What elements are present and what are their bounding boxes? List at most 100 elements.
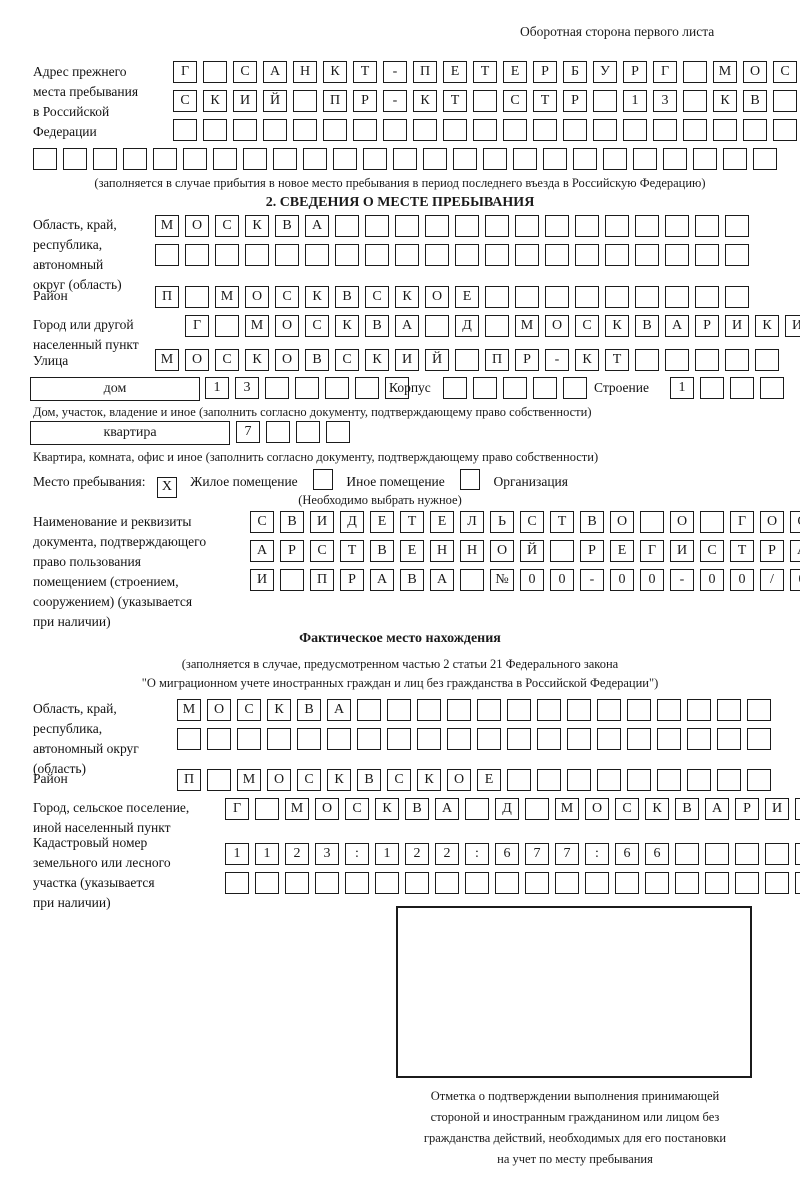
prev-address-cell[interactable]: [173, 119, 197, 141]
s2-district-cell[interactable]: С: [275, 286, 299, 308]
al-district-cell[interactable]: [507, 769, 531, 791]
s2-street-cell[interactable]: В: [305, 349, 329, 371]
doc-cell[interactable]: 0: [790, 569, 800, 591]
s2-street-cell[interactable]: Й: [425, 349, 449, 371]
al-region-cell[interactable]: [687, 699, 711, 721]
s2-district-cell[interactable]: [725, 286, 749, 308]
prev-address-cell[interactable]: [543, 148, 567, 170]
s2-region-cell[interactable]: [695, 244, 719, 266]
doc-cell[interactable]: Р: [580, 540, 604, 562]
al-region-cell[interactable]: [627, 699, 651, 721]
house-cell[interactable]: [265, 377, 289, 399]
prev-address-cell[interactable]: [683, 90, 707, 112]
s2-district-cell[interactable]: [695, 286, 719, 308]
prev-address-cell[interactable]: [383, 119, 407, 141]
al-district-cell[interactable]: С: [387, 769, 411, 791]
s2-region-cell[interactable]: [665, 244, 689, 266]
s2-region-cell[interactable]: [245, 244, 269, 266]
s2-region-cell[interactable]: [515, 215, 539, 237]
al-city-cell[interactable]: М: [555, 798, 579, 820]
al-district-cell[interactable]: О: [267, 769, 291, 791]
house-cell[interactable]: [295, 377, 319, 399]
al-district-cell[interactable]: С: [297, 769, 321, 791]
s2-city-cell[interactable]: Д: [455, 315, 479, 337]
doc-cell[interactable]: Р: [760, 540, 784, 562]
prev-address-cell[interactable]: 3: [653, 90, 677, 112]
al-region-cell[interactable]: [597, 728, 621, 750]
al-cadastral-cell[interactable]: :: [585, 843, 609, 865]
al-region-cell[interactable]: [297, 728, 321, 750]
prev-address-cell[interactable]: Т: [443, 90, 467, 112]
prev-address-cell[interactable]: -: [383, 90, 407, 112]
prev-address-cell[interactable]: [303, 148, 327, 170]
prev-address-cell[interactable]: К: [323, 61, 347, 83]
al-cadastral-cell[interactable]: 7: [555, 843, 579, 865]
prev-address-cell[interactable]: [533, 119, 557, 141]
s2-region-cell[interactable]: [485, 244, 509, 266]
doc-cell[interactable]: 0: [730, 569, 754, 591]
house-cell[interactable]: [385, 377, 409, 399]
s2-region-cell[interactable]: [185, 244, 209, 266]
s2-city-cell[interactable]: К: [755, 315, 779, 337]
al-district-cell[interactable]: К: [327, 769, 351, 791]
al-cadastral-cell[interactable]: [585, 872, 609, 894]
al-cadastral-cell[interactable]: 3: [315, 843, 339, 865]
s2-region-cell[interactable]: [515, 244, 539, 266]
prev-address-cell[interactable]: В: [743, 90, 767, 112]
prev-address-cell[interactable]: [203, 61, 227, 83]
prev-address-cell[interactable]: [713, 119, 737, 141]
doc-cell[interactable]: В: [370, 540, 394, 562]
s2-region-cell[interactable]: К: [245, 215, 269, 237]
doc-cell[interactable]: Е: [400, 540, 424, 562]
al-city-cell[interactable]: С: [345, 798, 369, 820]
al-cadastral-cell[interactable]: 2: [435, 843, 459, 865]
al-cadastral-cell[interactable]: 7: [525, 843, 549, 865]
s2-city-cell[interactable]: О: [275, 315, 299, 337]
al-district-cell[interactable]: [627, 769, 651, 791]
s2-city-cell[interactable]: К: [335, 315, 359, 337]
prev-address-cell[interactable]: [183, 148, 207, 170]
s2-region-cell[interactable]: [545, 215, 569, 237]
doc-cell[interactable]: [700, 511, 724, 533]
prev-address-cell[interactable]: [563, 119, 587, 141]
stay-type-checkbox-2[interactable]: [313, 469, 334, 490]
s2-district-cell[interactable]: [605, 286, 629, 308]
prev-address-cell[interactable]: П: [413, 61, 437, 83]
prev-address-cell[interactable]: [473, 90, 497, 112]
al-cadastral-cell[interactable]: [345, 872, 369, 894]
prev-address-cell[interactable]: А: [263, 61, 287, 83]
s2-city-cell[interactable]: С: [305, 315, 329, 337]
al-region-cell[interactable]: [477, 728, 501, 750]
s2-region-cell[interactable]: [215, 244, 239, 266]
korpus-cell[interactable]: [473, 377, 497, 399]
s2-city-cell[interactable]: [485, 315, 509, 337]
al-city-cell[interactable]: К: [375, 798, 399, 820]
s2-city-cell[interactable]: В: [365, 315, 389, 337]
s2-street-cell[interactable]: [755, 349, 779, 371]
al-city-cell[interactable]: С: [615, 798, 639, 820]
s2-street-cell[interactable]: Р: [515, 349, 539, 371]
prev-address-cell[interactable]: Г: [653, 61, 677, 83]
s2-street-cell[interactable]: И: [395, 349, 419, 371]
korpus-cell[interactable]: [563, 377, 587, 399]
s2-street-cell[interactable]: С: [335, 349, 359, 371]
house-cell[interactable]: [355, 377, 379, 399]
stroenie-cell[interactable]: 1: [670, 377, 694, 399]
al-city-cell[interactable]: В: [405, 798, 429, 820]
al-region-cell[interactable]: [207, 728, 231, 750]
doc-cell[interactable]: О: [760, 511, 784, 533]
prev-address-cell[interactable]: [513, 148, 537, 170]
s2-region-cell[interactable]: [575, 244, 599, 266]
doc-cell[interactable]: /: [760, 569, 784, 591]
prev-address-cell[interactable]: Е: [443, 61, 467, 83]
s2-street-cell[interactable]: [635, 349, 659, 371]
doc-cell[interactable]: Н: [460, 540, 484, 562]
prev-address-cell[interactable]: [153, 148, 177, 170]
al-cadastral-cell[interactable]: :: [465, 843, 489, 865]
prev-address-cell[interactable]: К: [203, 90, 227, 112]
al-region-cell[interactable]: [717, 699, 741, 721]
s2-district-cell[interactable]: В: [335, 286, 359, 308]
al-district-cell[interactable]: [597, 769, 621, 791]
prev-address-cell[interactable]: [273, 148, 297, 170]
al-region-cell[interactable]: К: [267, 699, 291, 721]
